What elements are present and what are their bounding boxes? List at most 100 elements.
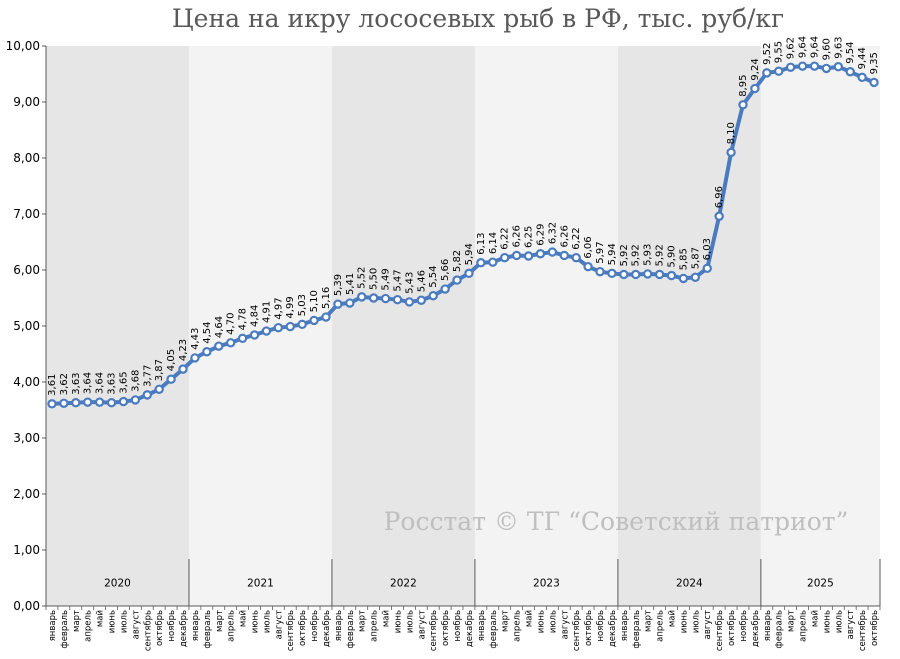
year-band <box>760 46 880 606</box>
data-label: 6,32 <box>547 222 558 244</box>
data-point <box>404 297 415 307</box>
data-label: 5,49 <box>381 268 392 290</box>
data-labels: 3,61 3,62 3,63 3,64 3,64 3,63 3,65 3,68 3,77 3,87… <box>47 36 880 396</box>
data-label: 5,66 <box>440 259 451 281</box>
month-label: декабрь <box>179 610 189 647</box>
month-label: июль <box>548 610 558 633</box>
data-label: 5,97 <box>595 241 606 263</box>
data-point <box>511 250 522 261</box>
month-label: декабрь <box>322 610 332 647</box>
data-label: 3,63 <box>71 372 82 394</box>
data-point <box>345 298 355 308</box>
data-label: 6,26 <box>559 225 570 247</box>
month-label: август <box>703 610 713 639</box>
y-tick-label: 7,00 <box>13 207 40 221</box>
data-point <box>261 326 272 336</box>
data-point <box>738 100 748 110</box>
series-line <box>49 64 877 406</box>
data-label: 9,60 <box>821 38 832 60</box>
year-band <box>46 46 189 606</box>
data-point <box>440 284 450 294</box>
data-point <box>476 258 486 268</box>
month-label: январь <box>334 610 344 641</box>
year-label: 2021 <box>247 578 274 590</box>
year-band <box>331 46 475 606</box>
month-label: май <box>239 610 249 627</box>
month-label: октябрь <box>155 610 165 646</box>
data-label: 5,50 <box>369 268 380 290</box>
data-label: 5,94 <box>607 243 618 265</box>
data-label: 9,63 <box>833 36 844 58</box>
data-label: 5,87 <box>690 247 701 269</box>
year-label: 2022 <box>390 578 417 590</box>
data-point <box>464 268 474 279</box>
data-label: 4,43 <box>190 328 201 350</box>
month-label: июль <box>834 610 844 633</box>
month-label: май <box>810 610 820 627</box>
data-point <box>690 272 701 282</box>
month-label: август <box>417 610 427 639</box>
month-label: апрель <box>227 610 237 642</box>
month-label: февраль <box>489 610 499 649</box>
data-label: 8,95 <box>738 75 749 97</box>
data-point <box>47 399 57 409</box>
data-point <box>225 338 236 348</box>
month-label: сентябрь <box>286 610 296 651</box>
month-label: январь <box>620 610 630 641</box>
data-label: 6,22 <box>571 227 582 249</box>
data-label: 4,70 <box>226 313 237 335</box>
year-label: 2024 <box>676 578 703 590</box>
month-label: август <box>560 610 570 639</box>
month-label: октябрь <box>441 610 451 646</box>
data-point <box>821 63 832 74</box>
month-label: май <box>668 610 678 627</box>
month-label: ноябрь <box>453 610 463 642</box>
data-point <box>285 321 295 332</box>
y-tick-label: 4,00 <box>13 375 40 389</box>
data-point <box>428 291 438 301</box>
data-point <box>142 390 152 400</box>
year-band <box>617 46 761 606</box>
month-label: июль <box>691 610 701 633</box>
data-label: 4,78 <box>238 308 249 330</box>
data-point <box>392 294 403 305</box>
data-label: 5,16 <box>321 287 332 309</box>
data-point <box>94 397 105 407</box>
month-label: август <box>846 610 856 639</box>
data-label: 6,26 <box>512 225 523 247</box>
month-label: апрель <box>656 610 666 642</box>
month-label: май <box>96 610 106 627</box>
month-label: сентябрь <box>429 610 439 651</box>
year-label-band <box>617 559 761 606</box>
y-axis: 0,00 1,00 2,00 3,00 4,00 5,00 6,00 7,00 8,00 9,00… <box>6 39 47 613</box>
month-label: апрель <box>84 610 94 642</box>
y-tick-label: 3,00 <box>13 431 40 445</box>
data-label: 6,25 <box>524 226 535 248</box>
data-point <box>416 295 426 305</box>
data-point <box>166 374 176 384</box>
chart-title: Цена на икру лососевых рыб в РФ, тыс. ру… <box>172 4 784 33</box>
data-point <box>178 364 188 374</box>
month-label: август <box>274 610 284 639</box>
y-tick-label: 6,00 <box>13 263 40 277</box>
month-label: июнь <box>536 610 546 633</box>
month-label: март <box>358 610 368 632</box>
month-label: октябрь <box>870 610 880 646</box>
data-label: 5,82 <box>452 250 463 272</box>
data-label: 6,06 <box>583 236 594 258</box>
month-label: ноябрь <box>167 610 177 642</box>
month-label: март <box>501 610 511 632</box>
data-label: 8,10 <box>726 122 737 144</box>
data-label: 3,68 <box>130 370 141 392</box>
data-label: 9,64 <box>798 36 809 58</box>
month-label: январь <box>48 610 58 641</box>
month-label: февраль <box>346 610 356 649</box>
year-label: 2023 <box>533 578 560 590</box>
data-point <box>500 252 510 263</box>
data-point <box>321 312 331 322</box>
month-label: ноябрь <box>739 610 749 642</box>
data-label: 9,52 <box>762 43 773 65</box>
data-point <box>666 270 677 281</box>
data-point <box>595 266 605 277</box>
data-label: 3,64 <box>83 372 94 394</box>
